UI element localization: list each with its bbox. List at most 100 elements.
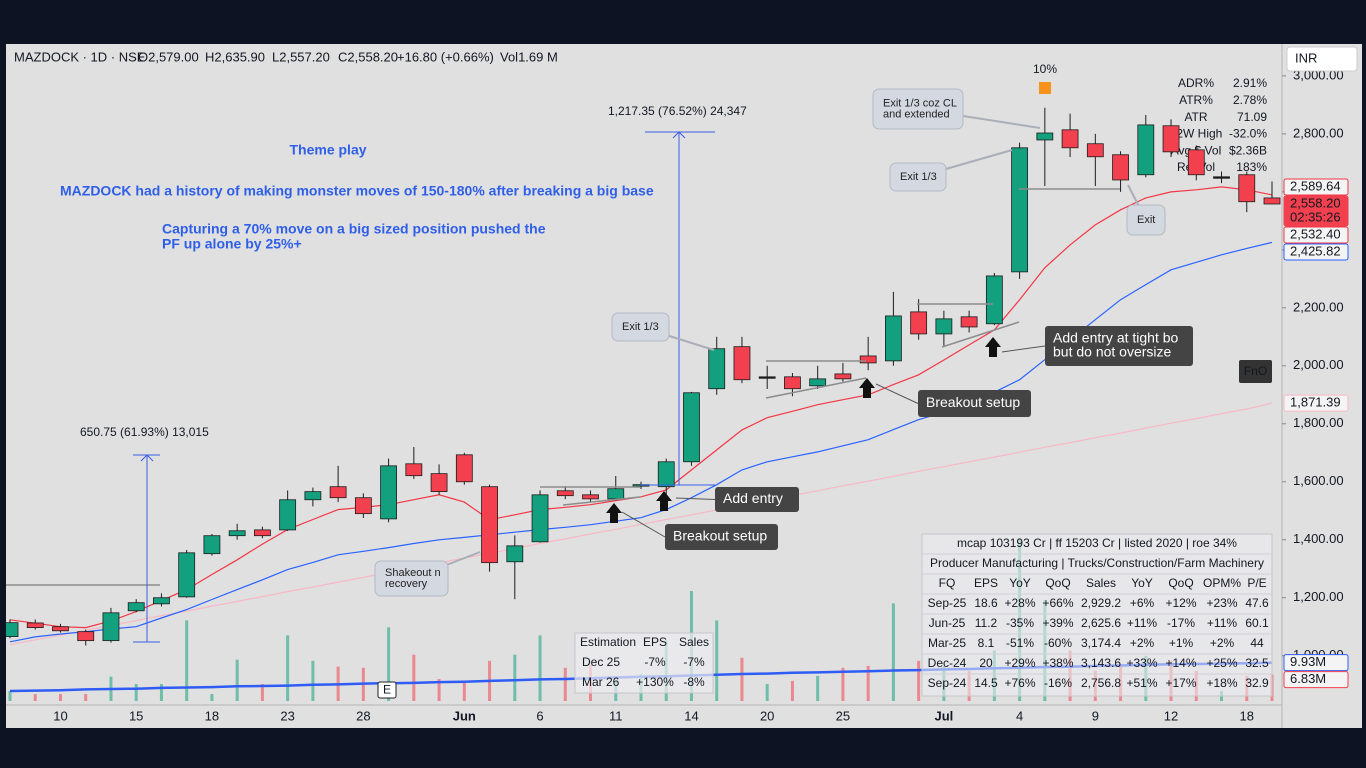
volume-bar xyxy=(210,694,214,701)
up-arrow xyxy=(606,503,622,523)
stat-label: ATR xyxy=(1184,110,1207,124)
volume-bar xyxy=(765,684,769,701)
candle-body xyxy=(607,488,625,500)
signal-text: but do not oversize xyxy=(1053,344,1172,360)
candle-body xyxy=(784,376,801,390)
candle-body xyxy=(556,490,574,497)
base-line xyxy=(562,496,641,506)
candle-body xyxy=(910,311,928,335)
stat-value: 2.78% xyxy=(1233,93,1267,107)
candle-body xyxy=(6,622,19,637)
candle-body xyxy=(153,597,170,605)
fno-badge xyxy=(1239,360,1272,383)
x-tick-label: 25 xyxy=(836,708,850,723)
fundamentals-cell: 2,756.8 xyxy=(1081,676,1121,690)
fundamentals-cell: +6% xyxy=(1130,596,1155,610)
fundamentals-cell: +28% xyxy=(1004,596,1035,610)
candle-body xyxy=(405,463,423,477)
candle-body xyxy=(228,530,246,537)
y-tick-label: 1,200.00 xyxy=(1293,589,1344,604)
volume-bar xyxy=(538,635,542,701)
header-change: +16.80 (+0.66%) xyxy=(397,49,494,64)
fundamentals-cell: 47.6 xyxy=(1245,596,1269,610)
volume-bar xyxy=(412,654,416,701)
note: Capturing a 70% move on a big sized posi… xyxy=(162,221,546,237)
volume-bar xyxy=(311,660,315,701)
estimates-header: Sales xyxy=(679,635,709,649)
time-axis xyxy=(6,705,1282,728)
fundamentals-cell: +39% xyxy=(1042,616,1073,630)
candle-body xyxy=(708,348,726,390)
callout-box xyxy=(889,162,947,192)
x-tick-label: 18 xyxy=(1240,708,1254,723)
signal-box xyxy=(1045,326,1193,366)
volume-bar xyxy=(33,694,37,701)
fundamentals-cell: 8.1 xyxy=(978,636,995,650)
fundamentals-cell: 32.9 xyxy=(1245,676,1269,690)
base-line xyxy=(765,377,867,399)
candle-body xyxy=(859,355,877,364)
fundamentals-cell: 2,625.6 xyxy=(1081,616,1121,630)
fundamentals-cell: -16% xyxy=(1044,676,1072,690)
up-arrow xyxy=(656,491,672,511)
price-tag-label: 02:35:26 xyxy=(1290,209,1341,224)
fundamentals-cell: 11.2 xyxy=(975,616,998,630)
price-tag-label: 1,871.39 xyxy=(1290,395,1341,410)
candles xyxy=(6,107,1281,646)
volume-bar xyxy=(185,620,189,701)
fundamentals-cell: Dec-24 xyxy=(928,656,967,670)
fundamentals-cell: +18% xyxy=(1206,676,1237,690)
candle-body xyxy=(253,529,271,537)
callout-text: Shakeout n xyxy=(385,567,441,579)
signal-text: Breakout setup xyxy=(673,528,767,544)
volume-bar xyxy=(260,684,264,701)
volume-bar xyxy=(8,690,12,701)
base-line xyxy=(941,321,1020,348)
candle-body xyxy=(26,622,44,628)
note-title: Theme play xyxy=(289,142,366,158)
candle-body xyxy=(203,535,221,555)
candle-body xyxy=(77,631,95,642)
x-tick-label: 23 xyxy=(280,708,294,723)
estimates-cell: +130% xyxy=(636,675,674,689)
estimates-cell: -7% xyxy=(683,655,705,669)
fundamentals-header: OPM% xyxy=(1203,576,1241,590)
signal-box xyxy=(918,390,1031,417)
volume-bar xyxy=(235,659,239,701)
ma-line xyxy=(9,186,1273,629)
candle-body xyxy=(885,315,902,362)
candle-body xyxy=(582,494,599,500)
fundamentals-cell: +38% xyxy=(1042,656,1073,670)
candle-body xyxy=(380,465,398,520)
annotations: Theme play MAZDOCK had a history of makin… xyxy=(60,62,1272,699)
callout-text: Exit 1/3 xyxy=(900,171,937,183)
candle-body xyxy=(657,461,675,488)
fundamentals-cell: 60.1 xyxy=(1245,616,1269,630)
volume-bar xyxy=(437,679,441,701)
fundamentals-header: YoY xyxy=(1131,576,1153,590)
candle-body xyxy=(481,486,498,564)
currency: INR xyxy=(1295,50,1317,65)
candle-body xyxy=(834,373,852,380)
candle-body xyxy=(1011,147,1028,273)
candle-body xyxy=(127,602,145,612)
volume-bar xyxy=(715,620,719,701)
fundamentals-cell: Sep-24 xyxy=(928,676,967,690)
candle-body xyxy=(1036,132,1054,141)
header-high: H2,635.90 xyxy=(205,49,265,64)
y-tick-label: 1,600.00 xyxy=(1293,473,1344,488)
price-tag-label: 2,589.64 xyxy=(1290,178,1341,193)
signal-pointer xyxy=(875,383,919,404)
candle-body xyxy=(1213,176,1230,179)
candle-body xyxy=(178,552,196,598)
x-tick-label: Jul xyxy=(934,708,953,723)
estimates-cell: Dec 25 xyxy=(582,655,620,669)
candle-body xyxy=(1137,124,1155,176)
candle-body xyxy=(102,612,120,642)
price-tag xyxy=(1283,226,1349,244)
callout-box xyxy=(1126,204,1166,236)
volume-bar xyxy=(917,660,921,701)
candle-body xyxy=(506,545,524,563)
fundamentals-cell: +66% xyxy=(1042,596,1073,610)
